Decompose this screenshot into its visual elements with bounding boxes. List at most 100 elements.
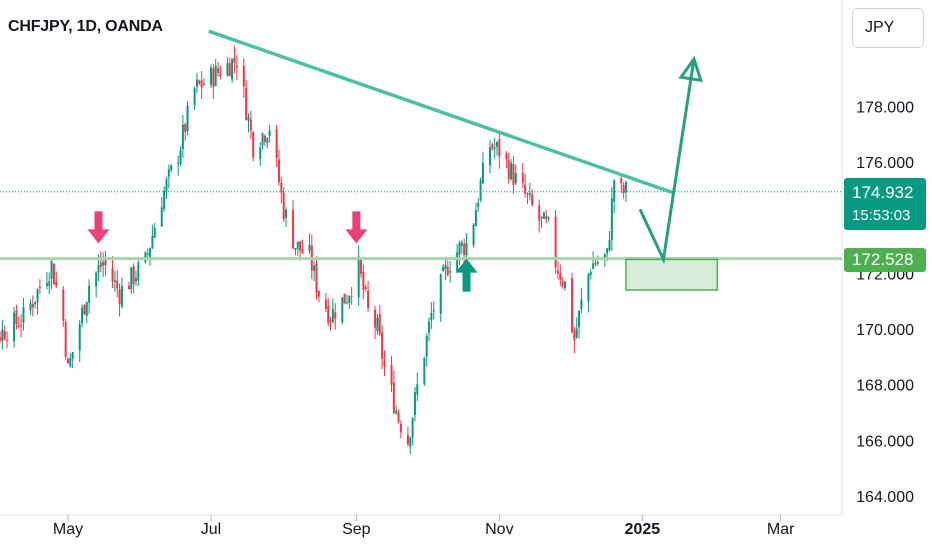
arrow-down-marker-icon[interactable] (87, 211, 110, 244)
candle-body (524, 184, 527, 194)
candle-body (317, 291, 320, 297)
candle-body (31, 304, 34, 308)
candle-body (20, 325, 23, 327)
candle-body (514, 172, 517, 184)
candle-body (294, 248, 297, 250)
candle-body (277, 159, 280, 183)
candle-body (266, 138, 269, 144)
candle-body (423, 357, 426, 385)
candle-body (580, 299, 583, 310)
y-tick-label: 178.000 (856, 99, 914, 116)
candle-body (606, 248, 609, 254)
projection-path[interactable] (638, 58, 696, 265)
candle-body (613, 180, 616, 202)
candle-body (313, 265, 316, 272)
candle-body (444, 264, 447, 269)
candle-body (510, 162, 513, 179)
candle-body (477, 202, 480, 208)
candle-body (81, 307, 84, 324)
candle-body (392, 382, 395, 413)
candle-body (184, 124, 187, 132)
candle-body (149, 248, 152, 257)
arrow-down-marker-icon[interactable] (345, 211, 368, 244)
candle-body (381, 332, 384, 359)
candle-body (315, 263, 318, 293)
candle-body (153, 228, 156, 238)
candle-body (132, 266, 135, 285)
candle-body (219, 72, 222, 77)
candle-body (268, 130, 271, 137)
candle-body (439, 274, 442, 314)
candle-body (170, 165, 173, 171)
candle-body (374, 309, 377, 328)
support-zone-box[interactable] (625, 258, 719, 291)
candle-body (367, 290, 370, 308)
candle-body (474, 210, 477, 227)
candle-body (292, 209, 295, 249)
candle-body (113, 280, 116, 282)
candle-body (409, 437, 412, 447)
y-tick-label: 164.000 (856, 489, 914, 506)
candle-body (406, 435, 409, 445)
candle-body (217, 68, 220, 73)
candle-body (13, 312, 16, 342)
candle-body (247, 116, 250, 121)
candle-body (177, 162, 180, 164)
candle-body (38, 286, 41, 289)
candle-body (481, 162, 484, 184)
arrow-up-marker-icon[interactable] (455, 258, 478, 292)
candle-body (45, 283, 48, 287)
candle-body (102, 262, 105, 266)
candle-body (83, 305, 86, 315)
candle-body (144, 252, 147, 262)
arrow-markers (87, 211, 478, 292)
candle-body (526, 193, 529, 195)
time-axis: May Jul Sep Nov 2025 Mar (53, 515, 795, 538)
candle-body (163, 190, 166, 210)
candle-body (573, 330, 576, 341)
candle-body (285, 209, 288, 218)
candle-body (521, 172, 524, 183)
candle-body (545, 216, 548, 220)
candle-body (449, 271, 452, 273)
candle-body (512, 164, 515, 185)
candle-body (472, 224, 475, 246)
candle-body (193, 88, 196, 106)
x-tick-label: Nov (485, 521, 513, 538)
candle-body (186, 105, 189, 132)
x-tick-label: May (53, 521, 83, 538)
candle-body (610, 198, 613, 240)
candle-body (69, 358, 72, 367)
candle-body (432, 310, 435, 312)
candle-body (296, 241, 299, 250)
candle-body (596, 261, 599, 264)
candle-body (411, 418, 414, 438)
candle-body (528, 193, 531, 196)
y-tick-label: 176.000 (856, 155, 914, 172)
candle-body (17, 325, 20, 327)
currency-button[interactable]: JPY (852, 8, 924, 48)
candle-body (378, 314, 381, 334)
candle-body (85, 301, 88, 316)
candle-body (214, 65, 217, 86)
candle-body (6, 339, 9, 341)
candle-body (282, 192, 285, 220)
candle-body (259, 148, 262, 160)
candle-body (245, 87, 248, 120)
candle-body (348, 296, 351, 303)
candle-body (95, 272, 98, 287)
candle-body (575, 328, 578, 338)
descending-trendline[interactable] (208, 29, 674, 195)
candle-body (488, 147, 491, 166)
candle-body (399, 423, 402, 433)
candle-body (118, 289, 121, 305)
candle-body (71, 352, 74, 359)
candle-body (345, 302, 348, 304)
candle-body (491, 144, 494, 149)
candle-body (275, 129, 278, 158)
candle-body (594, 263, 597, 265)
candle-body (624, 182, 627, 193)
symbol-title[interactable]: CHFJPY, 1D, OANDA (8, 18, 163, 35)
x-tick-label: 2025 (625, 521, 661, 538)
